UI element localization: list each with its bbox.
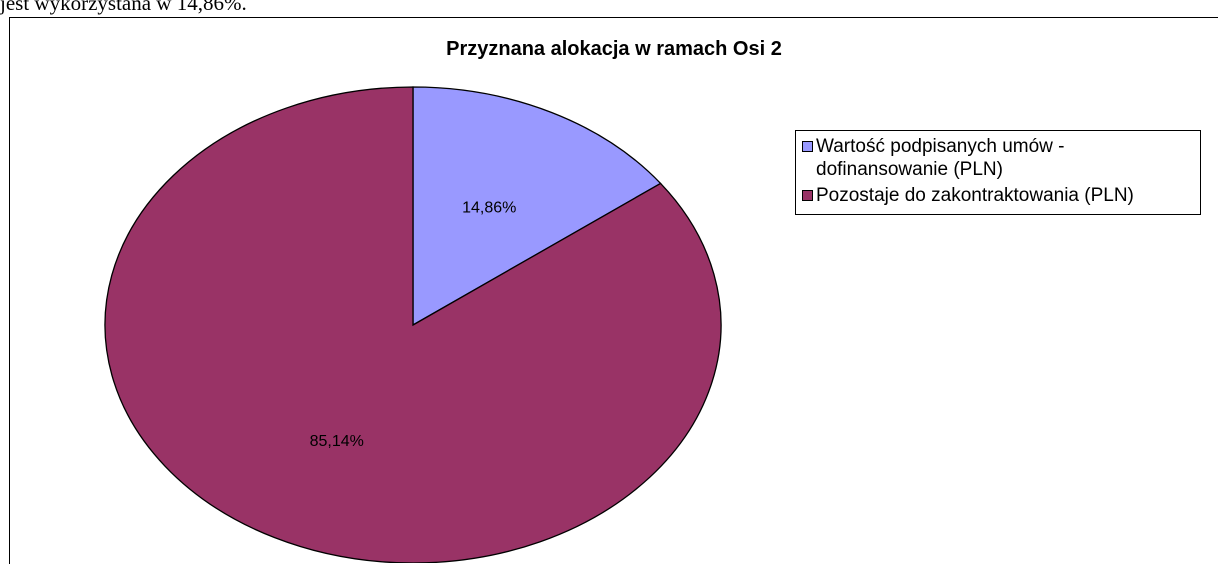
legend-swatch — [802, 190, 813, 201]
legend-label: Pozostaje do zakontraktowania (PLN) — [816, 185, 1134, 206]
pie-slice — [412, 86, 662, 327]
document-text: jest wykorzystana w 14,86%. — [0, 0, 247, 15]
legend-swatch — [802, 141, 813, 152]
data-label: 14,86% — [462, 199, 516, 216]
legend-label: Wartość podpisanych umów - dofinansowani… — [816, 136, 1065, 180]
legend-entry: Pozostaje do zakontraktowania (PLN) — [802, 184, 1196, 207]
data-label: 85,14% — [310, 433, 364, 450]
legend-entry: Wartość podpisanych umów - dofinansowani… — [802, 135, 1196, 181]
pie-slice — [104, 86, 722, 563]
chart-frame — [9, 17, 1218, 564]
legend: Wartość podpisanych umów - dofinansowani… — [795, 130, 1201, 215]
chart-title: Przyznana alokacja w ramach Osi 2 — [446, 38, 782, 60]
